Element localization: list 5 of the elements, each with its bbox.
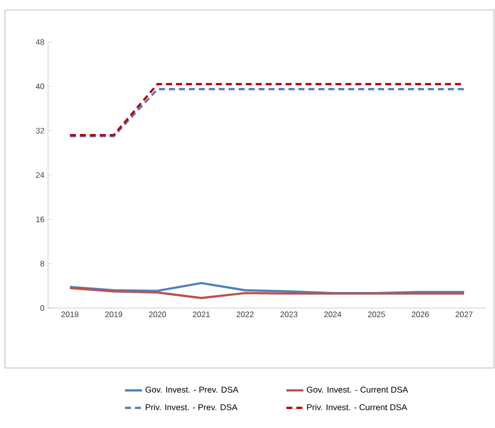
- legend-label: Gov. Invest. - Current DSA: [306, 386, 408, 393]
- line-series: [68, 282, 466, 294]
- legend-label: Priv. Invest. - Prev. DSA: [146, 404, 238, 410]
- legend-label: Priv. Invest. - Current DSA: [307, 404, 408, 410]
- legend-label: Gov. Invest. - Prev. DSA: [146, 386, 238, 393]
